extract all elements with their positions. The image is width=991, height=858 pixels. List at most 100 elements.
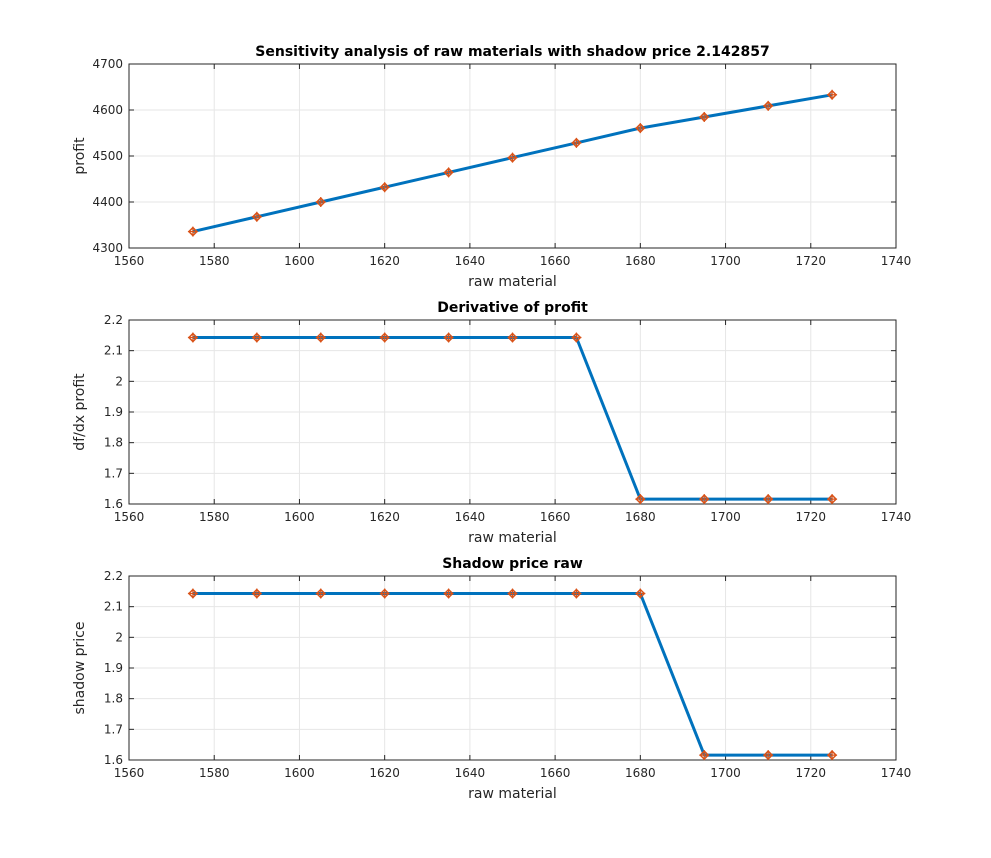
x-tick-label: 1740 xyxy=(881,510,912,524)
x-tick-label: 1600 xyxy=(284,766,315,780)
y-tick-label: 4700 xyxy=(92,57,123,71)
x-tick-label: 1740 xyxy=(881,766,912,780)
subplot-1: 1560 1580 1600 1620 1640 1660 1680 1700 1720 1740… xyxy=(72,44,911,290)
marker-plus xyxy=(635,123,646,134)
x-tick-label: 1580 xyxy=(199,254,230,268)
marker-plus xyxy=(571,332,582,343)
y-tick-label: 2 xyxy=(115,630,123,644)
data-point xyxy=(187,588,198,599)
y-tick-label: 2.2 xyxy=(104,569,123,583)
x-tick-label: 1620 xyxy=(369,766,400,780)
marker-plus xyxy=(827,89,838,100)
data-point xyxy=(443,332,454,343)
marker-plus xyxy=(443,167,454,178)
x-tick-label: 1620 xyxy=(369,510,400,524)
marker-plus xyxy=(251,588,262,599)
x-tick-label: 1720 xyxy=(796,510,827,524)
marker-plus xyxy=(187,332,198,343)
x-tick-label: 1680 xyxy=(625,766,656,780)
marker-plus xyxy=(187,226,198,237)
marker-plus xyxy=(699,494,710,505)
y-axis-label: df/dx profit xyxy=(72,373,88,451)
x-tick-label: 1700 xyxy=(710,254,741,268)
y-tick-label: 2.1 xyxy=(104,344,123,358)
data-point xyxy=(379,332,390,343)
x-tick-label: 1640 xyxy=(455,254,486,268)
data-point xyxy=(379,588,390,599)
y-tick-label: 1.8 xyxy=(104,436,123,450)
y-tick-label: 1.7 xyxy=(104,466,123,480)
x-tick-label: 1640 xyxy=(455,510,486,524)
data-point xyxy=(827,750,838,761)
x-tick-label: 1700 xyxy=(710,510,741,524)
x-tick-label: 1600 xyxy=(284,510,315,524)
marker-plus xyxy=(699,111,710,122)
data-point xyxy=(763,750,774,761)
data-point xyxy=(187,332,198,343)
data-point xyxy=(635,494,646,505)
data-point xyxy=(315,332,326,343)
subplot-2: 1560 1580 1600 1620 1640 1660 1680 1700 1720 1740… xyxy=(72,300,911,546)
y-tick-label: 1.6 xyxy=(104,753,123,767)
y-axis-label: profit xyxy=(72,137,88,175)
y-tick-label: 1.9 xyxy=(104,405,123,419)
y-tick-label: 1.7 xyxy=(104,722,123,736)
data-point xyxy=(699,111,710,123)
marker-plus xyxy=(507,152,518,163)
x-tick-label: 1720 xyxy=(796,254,827,268)
x-tick-label: 1660 xyxy=(540,510,571,524)
y-tick-label: 4300 xyxy=(92,241,123,255)
x-tick-label: 1660 xyxy=(540,766,571,780)
chart-title: Derivative of profit xyxy=(437,300,588,316)
marker-plus xyxy=(635,494,646,505)
marker-plus xyxy=(507,588,518,599)
marker-plus xyxy=(507,332,518,343)
marker-plus xyxy=(379,182,390,193)
data-point xyxy=(571,332,582,343)
chart-title: Sensitivity analysis of raw materials wi… xyxy=(255,44,769,60)
marker-plus xyxy=(251,332,262,343)
x-tick-label: 1680 xyxy=(625,254,656,268)
y-tick-label: 2.1 xyxy=(104,600,123,614)
y-tick-label: 1.9 xyxy=(104,661,123,675)
marker-plus xyxy=(187,588,198,599)
x-tick-label: 1660 xyxy=(540,254,571,268)
data-point xyxy=(635,588,646,599)
data-point xyxy=(699,750,710,761)
data-point xyxy=(315,588,326,599)
y-tick-label: 4400 xyxy=(92,195,123,209)
x-axis-label: raw material xyxy=(468,786,557,802)
y-tick-label: 1.8 xyxy=(104,692,123,706)
x-tick-label: 1560 xyxy=(114,254,145,268)
marker-plus xyxy=(251,211,262,222)
marker-plus xyxy=(635,588,646,599)
x-tick-label: 1560 xyxy=(114,766,145,780)
marker-plus xyxy=(763,494,774,505)
y-tick-label: 2.2 xyxy=(104,313,123,327)
data-point xyxy=(187,226,198,237)
marker-plus xyxy=(571,137,582,148)
y-tick-label: 4600 xyxy=(92,103,123,117)
x-tick-label: 1620 xyxy=(369,254,400,268)
y-tick-label: 2 xyxy=(115,374,123,388)
data-point xyxy=(315,196,326,208)
x-axis-label: raw material xyxy=(468,274,557,290)
x-tick-label: 1640 xyxy=(455,766,486,780)
data-point xyxy=(443,167,454,178)
chart-title: Shadow price raw xyxy=(442,556,583,572)
marker-plus xyxy=(699,750,710,761)
subplot-3: 1560 1580 1600 1620 1640 1660 1680 1700 1720 1740… xyxy=(72,556,911,802)
x-tick-label: 1680 xyxy=(625,510,656,524)
x-tick-label: 1560 xyxy=(114,510,145,524)
marker-plus xyxy=(571,588,582,599)
data-point xyxy=(251,588,262,599)
data-point xyxy=(507,332,518,343)
x-tick-label: 1600 xyxy=(284,254,315,268)
x-tick-label: 1740 xyxy=(881,254,912,268)
data-point xyxy=(251,332,262,343)
data-point xyxy=(507,588,518,599)
data-point xyxy=(763,100,774,111)
x-tick-label: 1580 xyxy=(199,766,230,780)
x-tick-label: 1720 xyxy=(796,766,827,780)
